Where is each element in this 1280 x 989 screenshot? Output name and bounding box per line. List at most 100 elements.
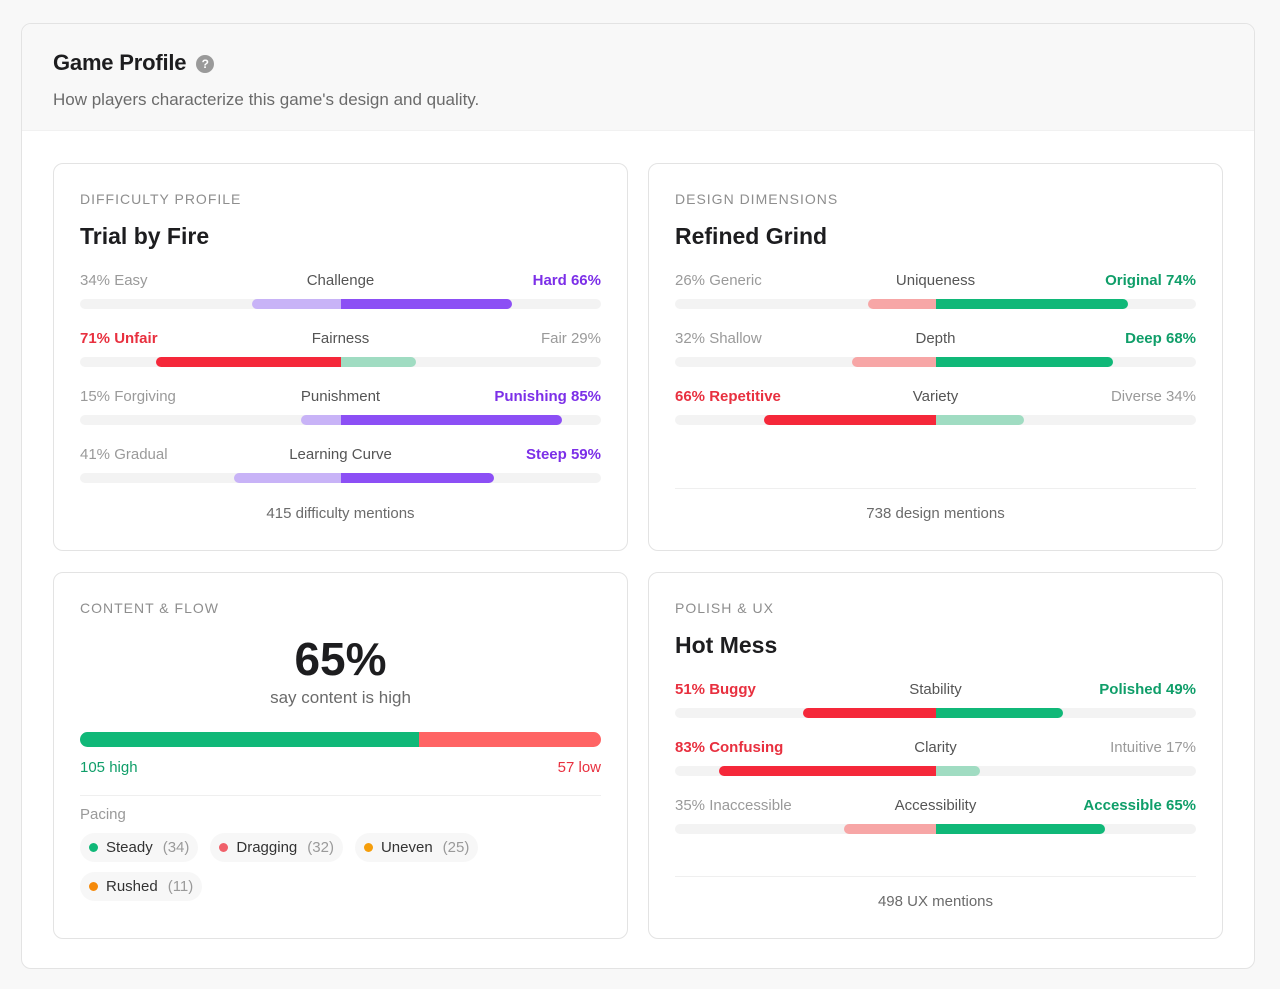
metric-bar-left-segment <box>852 357 936 367</box>
divider <box>675 876 1196 877</box>
metric-list: 34% Easy Challenge Hard 66% 71% Unfair Fairn… <box>80 272 601 504</box>
metric-bar-track <box>80 299 601 309</box>
metric-bar-track <box>80 473 601 483</box>
polish-ux-card: POLISH & UX Hot Mess 51% Buggy Stability P… <box>648 572 1223 939</box>
metric-list: 26% Generic Uniqueness Original 74% 32% Sha… <box>675 272 1196 446</box>
metric-name: Fairness <box>311 330 370 347</box>
metric-left-label: 71% Unfair <box>80 330 158 347</box>
content-high-percent: 65% <box>294 633 387 685</box>
metric-challenge: 34% Easy Challenge Hard 66% <box>80 272 601 330</box>
panel-header: Game Profile ? How players characterize … <box>22 24 1254 131</box>
mentions-count: 498 UX mentions <box>877 893 994 910</box>
pacing-chips: Steady (34) Dragging (32) Uneven (25) Rushed (1… <box>80 833 510 901</box>
metric-bar-right-segment <box>935 766 980 776</box>
metric-bar-right-segment <box>340 415 562 425</box>
metric-name: Uniqueness <box>895 272 976 289</box>
metric-fairness: 71% Unfair Fairness Fair 29% <box>80 330 601 388</box>
metric-right-label: Deep 68% <box>1125 330 1196 347</box>
metric-bar-left-segment <box>233 473 341 483</box>
pacing-chip-uneven[interactable]: Uneven (25) <box>354 833 479 862</box>
metric-left-label: 51% Buggy <box>675 681 756 698</box>
pacing-chip-dragging[interactable]: Dragging (32) <box>210 833 343 862</box>
pacing-chip-count: (32) <box>307 839 334 856</box>
metric-bar-track <box>675 357 1196 367</box>
mentions-count: 415 difficulty mentions <box>266 505 415 522</box>
metric-name: Clarity <box>914 739 957 756</box>
metric-bar-right-segment <box>935 357 1113 367</box>
metric-name: Punishment <box>300 388 381 405</box>
question-circle-icon[interactable]: ? <box>196 55 215 73</box>
content-flow-card: CONTENT & FLOW 65% say content is high 1… <box>53 572 628 939</box>
metric-stability: 51% Buggy Stability Polished 49% <box>675 681 1196 739</box>
metric-bar-track <box>80 415 601 425</box>
pacing-chip-steady[interactable]: Steady (34) <box>80 833 199 862</box>
metric-left-label: 26% Generic <box>675 272 762 289</box>
status-dot-icon <box>89 882 98 891</box>
pacing-label: Pacing <box>80 806 126 823</box>
card-eyebrow: CONTENT & FLOW <box>80 600 219 616</box>
divider <box>80 795 601 796</box>
metric-left-label: 32% Shallow <box>675 330 762 347</box>
metric-name: Challenge <box>306 272 375 289</box>
metric-bar-track <box>675 766 1196 776</box>
metric-left-label: 35% Inaccessible <box>675 797 792 814</box>
metric-bar-left-segment <box>802 708 936 718</box>
card-title: Trial by Fire <box>80 223 210 249</box>
pacing-chip-label: Steady <box>106 839 153 856</box>
metric-bar-right-segment <box>935 415 1025 425</box>
metric-right-label: Intuitive 17% <box>1110 739 1196 756</box>
metric-bar-left-segment <box>155 357 341 367</box>
pacing-chip-label: Rushed <box>106 878 158 895</box>
metric-bar-left-segment <box>719 766 936 776</box>
metric-name: Variety <box>912 388 959 405</box>
metric-right-label: Hard 66% <box>532 272 601 289</box>
content-low-segment <box>418 732 601 747</box>
metric-bar-track <box>80 357 601 367</box>
metric-uniqueness: 26% Generic Uniqueness Original 74% <box>675 272 1196 330</box>
metric-left-label: 66% Repetitive <box>675 388 781 405</box>
metric-left-label: 34% Easy <box>80 272 148 289</box>
page-title: Game Profile <box>53 50 187 75</box>
profile-grid: DIFFICULTY PROFILE Trial by Fire 34% Eas… <box>53 163 1223 939</box>
metric-learning-curve: 41% Gradual Learning Curve Steep 59% <box>80 446 601 504</box>
metric-left-label: 83% Confusing <box>675 739 784 756</box>
pacing-chip-count: (25) <box>442 839 470 856</box>
pacing-chip-count: (34) <box>162 839 190 856</box>
metric-bar-left-segment <box>844 824 936 834</box>
metric-punishment: 15% Forgiving Punishment Punishing 85% <box>80 388 601 446</box>
status-dot-icon <box>89 843 98 852</box>
status-dot-icon <box>363 843 373 852</box>
card-eyebrow: DESIGN DIMENSIONS <box>675 191 839 207</box>
metric-right-label: Fair 29% <box>540 330 601 347</box>
metric-bar-left-segment <box>763 415 936 425</box>
metric-name: Learning Curve <box>289 446 392 463</box>
metric-name: Depth <box>915 330 956 347</box>
page-subtitle: How players characterize this game's des… <box>53 90 480 109</box>
metric-right-label: Steep 59% <box>525 446 601 463</box>
content-ratio-bar <box>80 732 601 747</box>
metric-bar-right-segment <box>340 473 495 483</box>
metric-clarity: 83% Confusing Clarity Intuitive 17% <box>675 739 1196 797</box>
metric-name: Stability <box>909 681 962 698</box>
metric-left-label: 15% Forgiving <box>80 388 176 405</box>
metric-accessibility: 35% Inaccessible Accessibility Accessible … <box>675 797 1196 855</box>
metric-bar-right-segment <box>935 824 1105 834</box>
metric-left-label: 41% Gradual <box>80 446 168 463</box>
divider <box>675 488 1196 489</box>
metric-right-label: Accessible 65% <box>1083 797 1196 814</box>
metric-bar-track <box>675 299 1196 309</box>
metric-right-label: Original 74% <box>1105 272 1196 289</box>
metric-bar-right-segment <box>340 357 417 367</box>
difficulty-profile-card: DIFFICULTY PROFILE Trial by Fire 34% Eas… <box>53 163 628 551</box>
metric-right-label: Punishing 85% <box>494 388 601 405</box>
metric-bar-right-segment <box>935 708 1064 718</box>
game-profile-panel: Game Profile ? How players characterize … <box>21 23 1255 969</box>
design-dimensions-card: DESIGN DIMENSIONS Refined Grind 26% Gene… <box>648 163 1223 551</box>
pacing-chip-rushed[interactable]: Rushed (11) <box>80 872 203 901</box>
metric-bar-track <box>675 708 1196 718</box>
content-high-segment <box>80 732 419 747</box>
content-low-count: 57 low <box>557 759 601 776</box>
card-eyebrow: DIFFICULTY PROFILE <box>80 191 242 207</box>
pacing-chip-count: (11) <box>167 878 194 895</box>
metric-right-label: Diverse 34% <box>1110 388 1196 405</box>
